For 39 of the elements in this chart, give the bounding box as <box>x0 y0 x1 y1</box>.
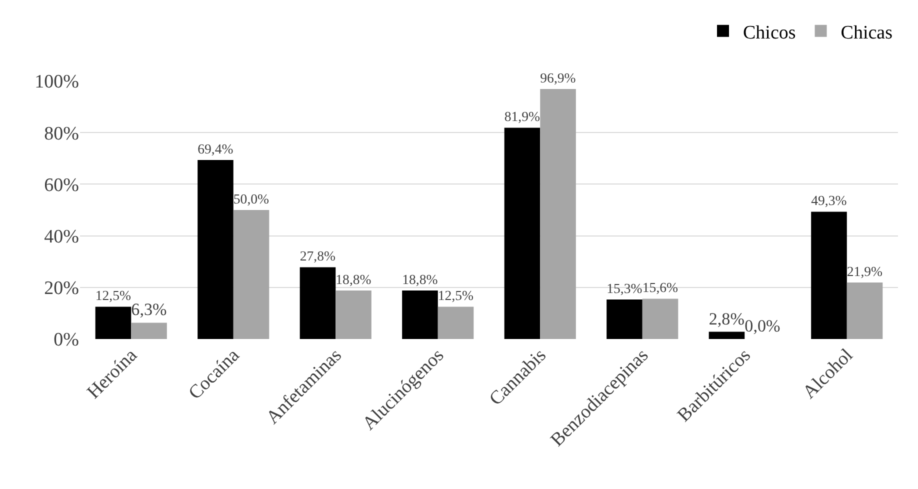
legend-label: Chicos <box>743 22 796 44</box>
data-label: 27,8% <box>300 248 336 264</box>
bar <box>642 298 678 339</box>
bar <box>95 306 132 339</box>
bar <box>336 290 372 339</box>
bar <box>811 212 847 339</box>
data-label: 15,3% <box>606 280 643 296</box>
data-label: 49,3% <box>811 193 848 208</box>
bar <box>300 267 336 339</box>
data-label: 12,5% <box>95 288 132 304</box>
bar <box>402 290 438 339</box>
y-tick-label: 80% <box>44 123 80 144</box>
data-label: 50,0% <box>233 191 270 206</box>
y-tick-label: 20% <box>44 278 80 300</box>
bar <box>504 128 540 339</box>
data-label: 96,9% <box>540 70 576 86</box>
data-label: 69,4% <box>198 141 234 156</box>
data-label: 2,8% <box>708 309 744 328</box>
data-label: 18,8% <box>402 272 438 287</box>
y-tick-label: 60% <box>44 174 80 196</box>
bar <box>708 332 745 339</box>
bar <box>540 89 576 339</box>
y-tick-label: 100% <box>34 72 80 93</box>
bar <box>131 322 167 339</box>
y-tick-label: 40% <box>44 226 80 248</box>
data-label: 6,3% <box>131 300 167 320</box>
bar <box>198 160 234 339</box>
data-label: 12,5% <box>438 288 474 304</box>
bar <box>233 210 270 339</box>
data-label: 18,8% <box>336 272 372 287</box>
data-label: 0,0% <box>744 316 780 336</box>
bar <box>606 300 642 339</box>
data-label: 21,9% <box>846 264 884 279</box>
data-label: 15,6% <box>642 280 679 296</box>
data-label: 81,9% <box>504 109 540 124</box>
legend-label: Chicas <box>840 22 892 44</box>
bar <box>438 306 474 339</box>
y-tick-label: 0% <box>54 330 80 351</box>
bar <box>846 282 883 339</box>
